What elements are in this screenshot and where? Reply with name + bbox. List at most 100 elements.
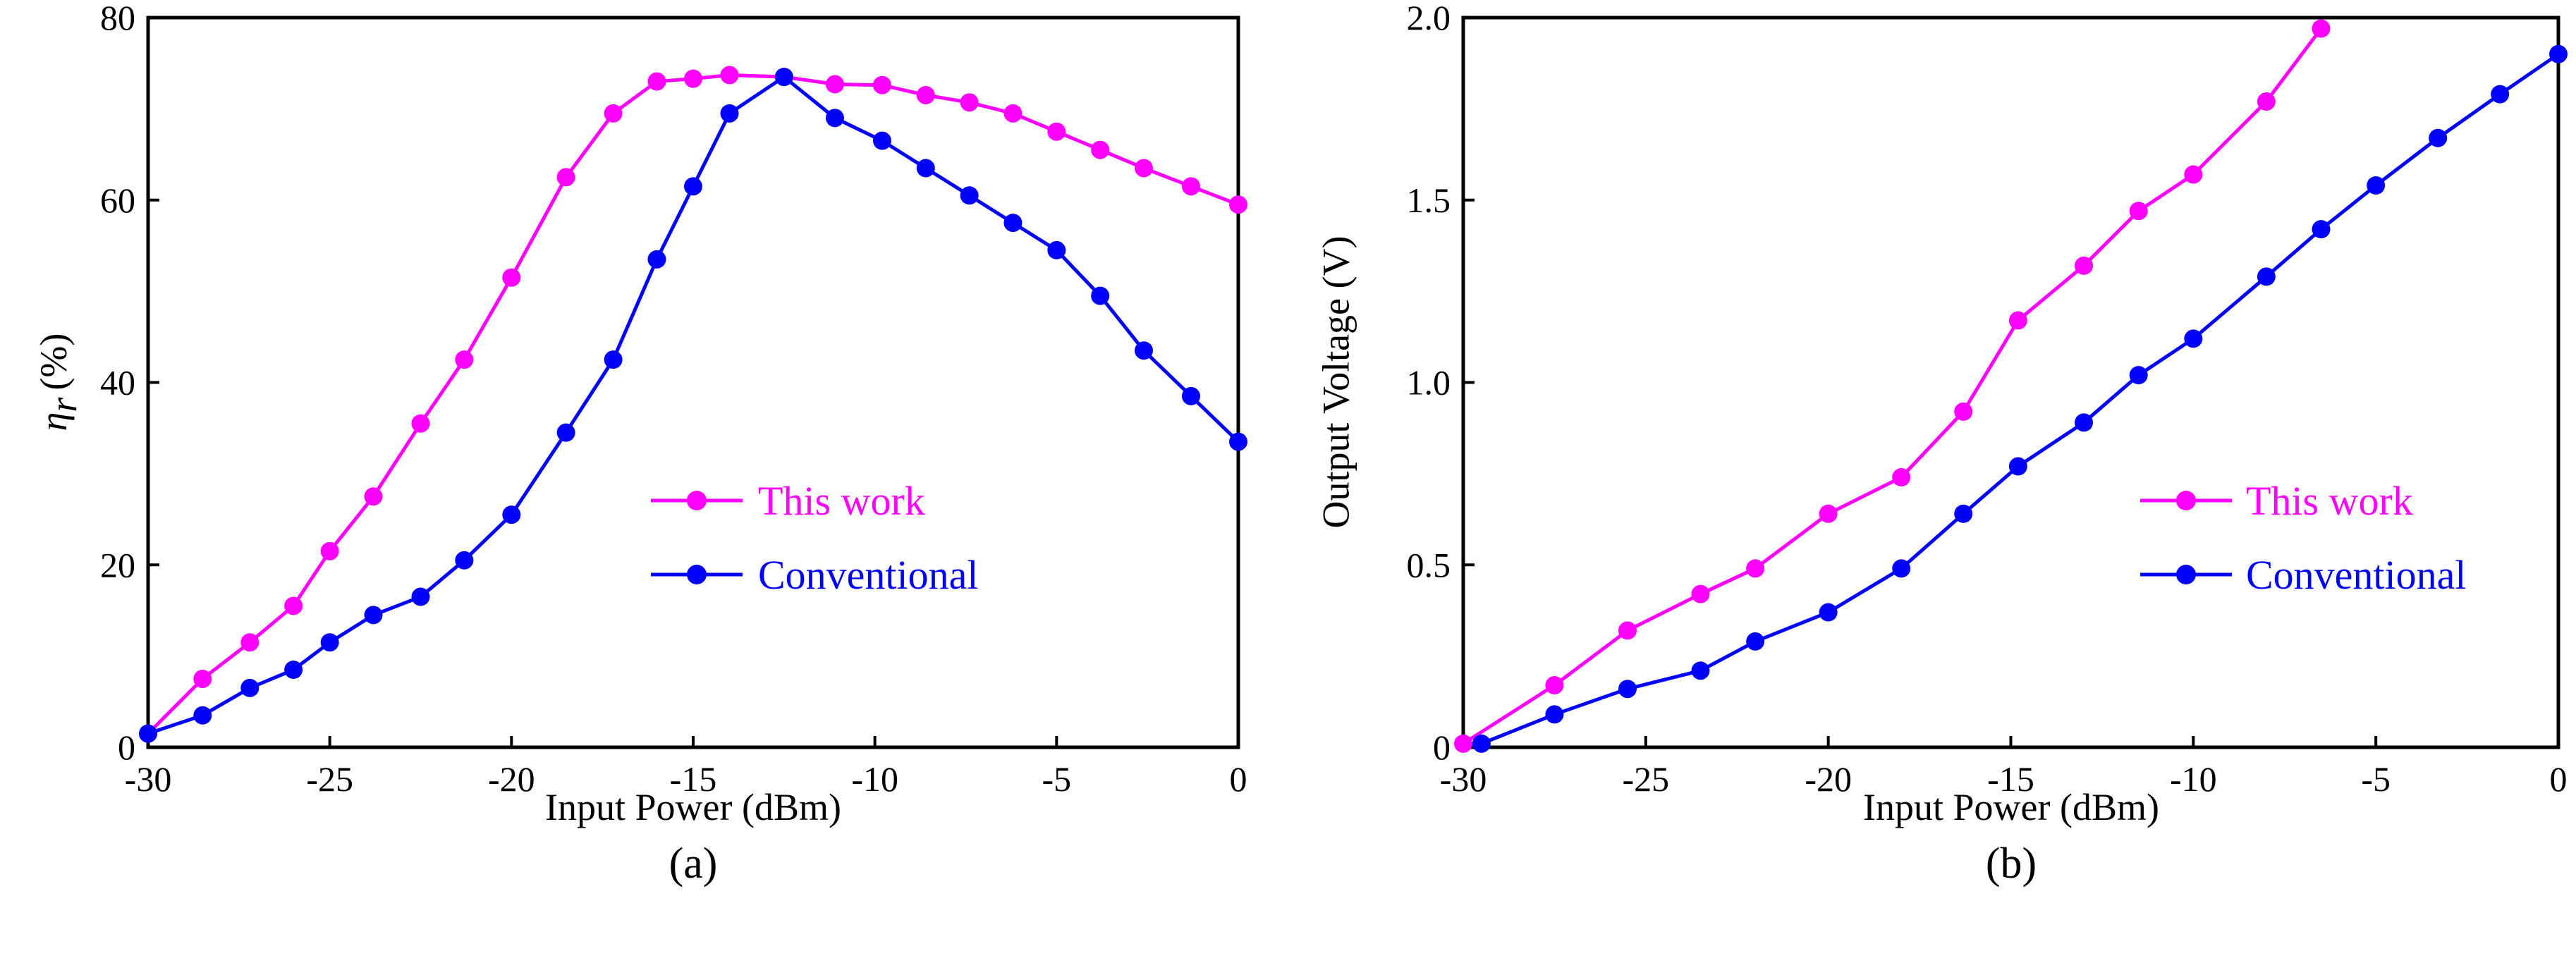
data-point-conventional-a — [825, 109, 844, 128]
data-point-conventional-a — [1047, 240, 1066, 259]
legend-label-conventional-b: Conventional — [2246, 552, 2467, 598]
data-point-this-work-a — [556, 168, 575, 187]
data-point-this-work-a — [647, 72, 666, 91]
legend-marker-this-work-a — [687, 491, 707, 510]
data-point-conventional-b — [2008, 457, 2027, 476]
y-tick-label-a: 0 — [118, 728, 135, 767]
data-point-conventional-b — [1819, 603, 1838, 622]
caption-a: (a) — [669, 840, 718, 888]
data-point-this-work-b — [1454, 734, 1472, 753]
y-tick-label-b: 2.0 — [1407, 0, 1451, 37]
y-axis-label-a: ηr (%) — [32, 333, 85, 431]
data-point-conventional-b — [2491, 85, 2510, 104]
data-point-conventional-a — [647, 250, 666, 269]
data-point-conventional-a — [411, 587, 430, 606]
y-axis-label-b: Output Voltage (V) — [1314, 236, 1357, 529]
data-point-this-work-a — [1091, 140, 1110, 159]
data-point-conventional-a — [872, 131, 891, 150]
data-point-conventional-a — [720, 104, 739, 123]
data-point-conventional-a — [320, 633, 339, 652]
data-point-this-work-b — [2184, 165, 2203, 184]
data-point-this-work-a — [1182, 177, 1201, 196]
x-axis-label-a: Input Power (dBm) — [545, 786, 841, 828]
y-tick-label-a: 60 — [100, 180, 135, 220]
data-point-this-work-a — [411, 414, 430, 433]
data-point-this-work-a — [320, 541, 339, 560]
plot-frame-a — [146, 16, 1240, 749]
y-axis-label-unit-a: (%) — [32, 333, 75, 391]
x-tick-label-b: 0 — [2550, 759, 2568, 799]
data-point-this-work-a — [720, 66, 739, 85]
data-point-conventional-b — [2184, 329, 2203, 348]
data-point-conventional-a — [284, 661, 303, 680]
y-tick-label-b: 0.5 — [1407, 545, 1451, 584]
data-point-conventional-a — [1182, 386, 1201, 405]
data-point-conventional-a — [240, 678, 260, 697]
data-point-conventional-a — [684, 177, 702, 196]
legend-marker-conventional-a — [687, 565, 707, 584]
x-tick-label-b: -30 — [1440, 759, 1487, 799]
data-point-this-work-a — [284, 596, 303, 615]
data-point-conventional-a — [774, 68, 793, 87]
data-point-conventional-a — [556, 423, 575, 442]
data-point-conventional-a — [455, 551, 474, 570]
data-point-this-work-b — [1545, 676, 1564, 695]
data-point-conventional-a — [604, 350, 623, 369]
data-point-this-work-b — [2129, 202, 2148, 221]
data-point-this-work-a — [193, 669, 212, 688]
x-tick-label-b: -25 — [1623, 759, 1670, 799]
data-point-conventional-b — [1746, 632, 1765, 651]
data-point-this-work-a — [916, 85, 935, 104]
x-tick-label-b: -10 — [2170, 759, 2217, 799]
data-point-conventional-a — [960, 186, 979, 205]
y-axis-label-sub-a: r — [42, 397, 85, 412]
legend-a: This work Conventional — [651, 478, 979, 598]
data-point-this-work-b — [1954, 402, 1973, 421]
data-point-conventional-b — [1691, 661, 1710, 680]
data-point-this-work-a — [825, 75, 844, 94]
data-point-this-work-a — [1003, 104, 1023, 123]
legend-label-this-work-a: This work — [758, 478, 925, 524]
data-point-conventional-b — [2429, 128, 2448, 147]
legend-marker-conventional-b — [2176, 565, 2196, 584]
data-point-this-work-b — [2257, 92, 2276, 111]
data-point-conventional-a — [916, 159, 935, 178]
y-axis-label-symbol-a: η — [32, 412, 75, 431]
data-point-conventional-a — [1135, 341, 1154, 360]
series-line-this-work-a — [147, 73, 1239, 735]
data-point-this-work-a — [1229, 195, 1247, 214]
data-point-conventional-b — [1545, 705, 1564, 724]
data-point-this-work-b — [1618, 621, 1637, 640]
data-point-this-work-b — [1746, 559, 1765, 578]
x-tick-label-a: -5 — [1042, 759, 1072, 799]
chart-panel-a: -30 -25 -20 -15 -10 -5 0 0 20 40 60 80 ηr (%) Input … — [32, 0, 1247, 888]
x-tick-label-a: -20 — [488, 759, 535, 799]
x-tick-label-a: -30 — [125, 759, 172, 799]
x-tick-label-a: 0 — [1230, 759, 1247, 799]
data-point-this-work-a — [240, 633, 260, 652]
x-tick-label-b: -20 — [1805, 759, 1852, 799]
data-point-this-work-a — [604, 104, 623, 123]
data-point-conventional-b — [2129, 366, 2148, 385]
data-point-this-work-a — [502, 268, 521, 287]
data-point-this-work-a — [455, 350, 474, 369]
data-point-conventional-a — [1091, 286, 1110, 305]
y-tick-label-a: 40 — [100, 363, 135, 403]
data-point-this-work-a — [1047, 122, 1066, 141]
y-tick-label-a: 20 — [100, 545, 135, 584]
data-point-conventional-a — [1003, 214, 1023, 233]
data-point-this-work-a — [872, 75, 891, 94]
data-point-conventional-a — [139, 724, 157, 743]
data-point-conventional-b — [1618, 680, 1637, 699]
data-point-conventional-b — [2367, 176, 2386, 195]
data-point-conventional-b — [1954, 504, 1973, 523]
x-tick-label-a: -10 — [851, 759, 898, 799]
data-point-conventional-a — [193, 706, 212, 725]
data-point-conventional-b — [1892, 559, 1911, 578]
data-point-this-work-b — [1892, 468, 1911, 487]
data-point-this-work-b — [2008, 311, 2027, 330]
legend-marker-this-work-b — [2176, 491, 2196, 510]
data-point-this-work-b — [2312, 19, 2331, 38]
series-line-this-work-b — [1462, 27, 2323, 745]
